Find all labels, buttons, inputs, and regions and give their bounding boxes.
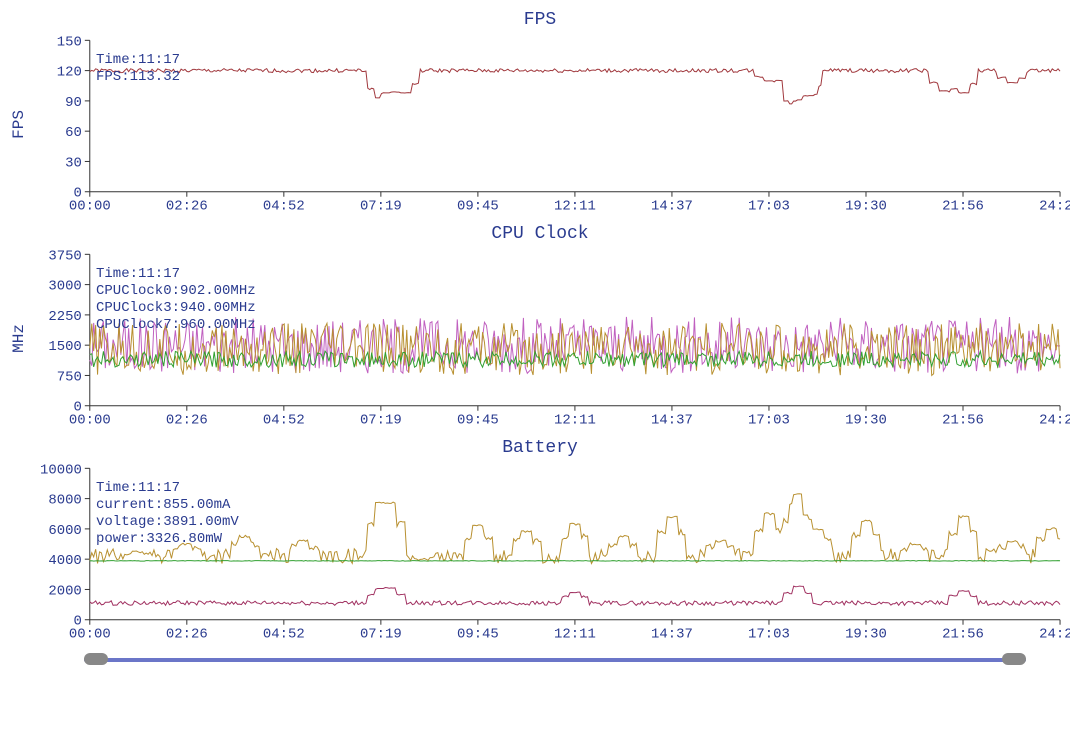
ytick-label: 120	[57, 65, 82, 81]
slider-track	[84, 658, 1026, 662]
ytick-label: 4000	[48, 553, 81, 569]
ytick-label: 6000	[48, 523, 81, 539]
chart-fps[interactable]: 030609012015000:0002:2604:5207:1909:4512…	[34, 34, 1070, 214]
xtick-label: 19:30	[845, 199, 887, 214]
xtick-label: 24:22	[1039, 627, 1070, 642]
xtick-label: 07:19	[360, 627, 402, 642]
xtick-label: 09:45	[457, 199, 499, 214]
panel-battery: Battery020004000600080001000000:0002:260…	[10, 438, 1070, 642]
series-power	[90, 494, 1060, 564]
xtick-label: 14:37	[651, 627, 693, 642]
xtick-label: 19:30	[845, 627, 887, 642]
slider-handle-right[interactable]	[1002, 653, 1026, 665]
xtick-label: 24:22	[1039, 413, 1070, 428]
chart-title-cpu: CPU Clock	[10, 224, 1070, 244]
xtick-label: 21:56	[942, 627, 984, 642]
panel-cpu: CPU ClockMHz0750150022503000375000:0002:…	[10, 224, 1070, 428]
xtick-label: 04:52	[263, 413, 305, 428]
ytick-label: 1500	[48, 339, 81, 355]
xtick-label: 14:37	[651, 199, 693, 214]
series-FPS	[90, 69, 1060, 104]
xtick-label: 21:56	[942, 199, 984, 214]
ytick-label: 90	[65, 95, 82, 111]
xtick-label: 14:37	[651, 413, 693, 428]
chart-title-fps: FPS	[10, 10, 1070, 30]
chart-battery[interactable]: 020004000600080001000000:0002:2604:5207:…	[34, 462, 1070, 642]
xtick-label: 07:19	[360, 199, 402, 214]
ylabel-cpu: MHz	[10, 324, 34, 353]
xtick-label: 02:26	[166, 627, 208, 642]
xtick-label: 00:00	[69, 627, 111, 642]
xtick-label: 12:11	[554, 413, 596, 428]
xtick-label: 00:00	[69, 413, 111, 428]
xtick-label: 12:11	[554, 199, 596, 214]
xtick-label: 21:56	[942, 413, 984, 428]
ytick-label: 60	[65, 125, 82, 141]
ytick-label: 750	[57, 369, 82, 385]
xtick-label: 07:19	[360, 413, 402, 428]
ytick-label: 150	[57, 34, 82, 50]
ytick-label: 3750	[48, 248, 81, 264]
xtick-label: 19:30	[845, 413, 887, 428]
xtick-label: 17:03	[748, 627, 790, 642]
xtick-label: 09:45	[457, 413, 499, 428]
xtick-label: 17:03	[748, 199, 790, 214]
ytick-label: 10000	[40, 462, 82, 478]
xtick-label: 00:00	[69, 199, 111, 214]
slider-handle-left[interactable]	[84, 653, 108, 665]
ytick-label: 8000	[48, 493, 81, 509]
xtick-label: 24:22	[1039, 199, 1070, 214]
xtick-label: 12:11	[554, 627, 596, 642]
chart-cpu[interactable]: 0750150022503000375000:0002:2604:5207:19…	[34, 248, 1070, 428]
xtick-label: 04:52	[263, 627, 305, 642]
xtick-label: 02:26	[166, 413, 208, 428]
ytick-label: 30	[65, 155, 82, 171]
time-range-slider[interactable]	[84, 652, 1026, 668]
xtick-label: 17:03	[748, 413, 790, 428]
series-current	[90, 586, 1060, 605]
xtick-label: 09:45	[457, 627, 499, 642]
ylabel-fps: FPS	[10, 110, 34, 139]
ytick-label: 2000	[48, 583, 81, 599]
ytick-label: 3000	[48, 279, 81, 295]
chart-title-battery: Battery	[10, 438, 1070, 458]
xtick-label: 02:26	[166, 199, 208, 214]
xtick-label: 04:52	[263, 199, 305, 214]
ytick-label: 2250	[48, 309, 81, 325]
panel-fps: FPSFPS030609012015000:0002:2604:5207:190…	[10, 10, 1070, 214]
